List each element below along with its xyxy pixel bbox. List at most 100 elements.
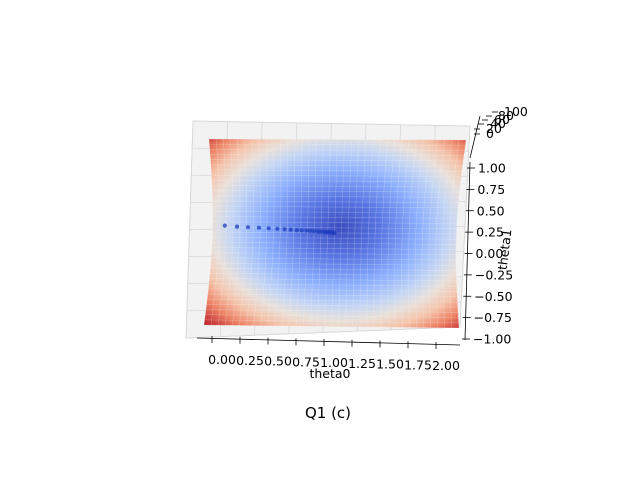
- mesh-line: [209, 149, 465, 151]
- descent-point: [311, 229, 316, 234]
- z-tick-label: 100: [504, 104, 528, 119]
- y-tick-label: 0.50: [477, 203, 505, 218]
- mesh-line: [212, 195, 459, 198]
- mesh-line: [345, 139, 353, 327]
- descent-point: [299, 228, 304, 233]
- pane-gridline: [459, 125, 471, 328]
- mesh-line: [210, 139, 220, 326]
- descent-point: [332, 230, 337, 235]
- mesh-line: [366, 139, 374, 327]
- y-axis-line: [464, 161, 471, 341]
- descent-point: [222, 223, 227, 228]
- chart-title: Q1 (c): [305, 404, 351, 422]
- mesh-line: [211, 174, 462, 177]
- surface-mesh: [204, 139, 466, 328]
- mesh-line: [212, 221, 458, 224]
- mesh-line: [239, 139, 247, 326]
- mesh-line: [211, 252, 457, 256]
- mesh-line: [449, 139, 460, 328]
- mesh-line: [253, 139, 261, 326]
- mesh-line: [212, 236, 457, 240]
- y-tick-label: −0.25: [475, 267, 513, 282]
- mesh-line: [207, 298, 458, 303]
- z-tick-label: 40: [490, 116, 506, 131]
- z-axis-line: [469, 115, 481, 159]
- x-tick-label: 0.00: [208, 352, 236, 367]
- x-tick-label: 2.00: [432, 358, 460, 373]
- x-axis-line: [196, 337, 461, 346]
- mesh-line: [212, 190, 460, 193]
- mesh-line: [211, 247, 457, 250]
- mesh-line: [295, 139, 303, 327]
- mesh-line: [211, 257, 457, 261]
- y-tick-label: 0.75: [477, 182, 505, 197]
- mesh-line: [210, 154, 464, 156]
- mesh-line: [209, 283, 457, 287]
- x-tick-label: 1.50: [376, 357, 404, 372]
- descent-point: [275, 226, 280, 231]
- mesh-line: [267, 139, 275, 326]
- mesh-line: [209, 143, 466, 146]
- mesh-line: [246, 139, 254, 326]
- mesh-line: [359, 139, 367, 327]
- mesh-line: [352, 139, 360, 327]
- mesh-line: [288, 139, 295, 327]
- x-tick-label: 0.50: [264, 354, 292, 369]
- y-axis: −1.00 −0.75 −0.50 −0.25 0.00 0.25 0.50 0.75 1.00: [462, 161, 513, 347]
- mesh-line: [421, 139, 431, 328]
- x-tick-label: 0.25: [236, 353, 264, 368]
- mesh-line: [212, 200, 459, 203]
- descent-point: [294, 228, 299, 233]
- mesh-line: [209, 139, 466, 141]
- z-tick-label: 0: [486, 126, 494, 141]
- mesh-line: [212, 242, 457, 245]
- mesh-line: [210, 164, 463, 167]
- descent-point: [245, 225, 251, 230]
- mesh-line: [274, 139, 282, 326]
- descent-point: [266, 226, 271, 231]
- mesh-line: [204, 319, 459, 324]
- mesh-line: [210, 159, 464, 162]
- mesh-line: [415, 139, 424, 328]
- x-tick-label: 1.00: [320, 355, 348, 370]
- mesh-line: [208, 288, 457, 292]
- mesh-line: [394, 139, 403, 328]
- descent-point: [234, 224, 240, 229]
- descent-point: [304, 228, 309, 233]
- mesh-line: [281, 139, 289, 326]
- mesh-line: [212, 185, 460, 188]
- y-tick-label: −1.00: [473, 332, 511, 347]
- mesh-line: [209, 273, 457, 277]
- y-tick-label: −0.50: [474, 289, 512, 304]
- mesh-line: [380, 139, 388, 328]
- y-tick-label: −0.75: [474, 310, 512, 325]
- x-tick-label: 1.25: [348, 356, 376, 371]
- x-tick-label: 0.75: [292, 354, 320, 369]
- mesh-line: [442, 139, 452, 328]
- mesh-line: [338, 139, 345, 327]
- z-tick-label: 60: [494, 112, 510, 127]
- mesh-line: [212, 205, 459, 209]
- mesh-line: [428, 139, 438, 328]
- y-tick-label: 0.00: [476, 246, 504, 261]
- z-tick-label: 80: [498, 108, 514, 123]
- mesh-line: [212, 226, 457, 230]
- descent-point: [288, 227, 293, 232]
- mesh-line: [217, 139, 227, 326]
- mesh-line: [232, 139, 241, 326]
- mesh-line: [387, 139, 395, 328]
- x-axis: 0.00 0.25 0.50 0.75 1.00 1.25 1.50 1.75 2.00: [196, 336, 461, 373]
- mesh-line: [205, 314, 459, 318]
- y-axis-label: theta1: [495, 228, 515, 271]
- descent-path: [222, 223, 337, 235]
- mesh-line: [435, 139, 445, 328]
- z-tick-label: 20: [486, 121, 502, 136]
- mesh-line: [212, 211, 458, 214]
- mesh-line: [207, 293, 458, 297]
- descent-point: [308, 228, 313, 233]
- mesh-line: [209, 278, 457, 282]
- mesh-line: [373, 139, 381, 327]
- mesh-line: [211, 169, 462, 172]
